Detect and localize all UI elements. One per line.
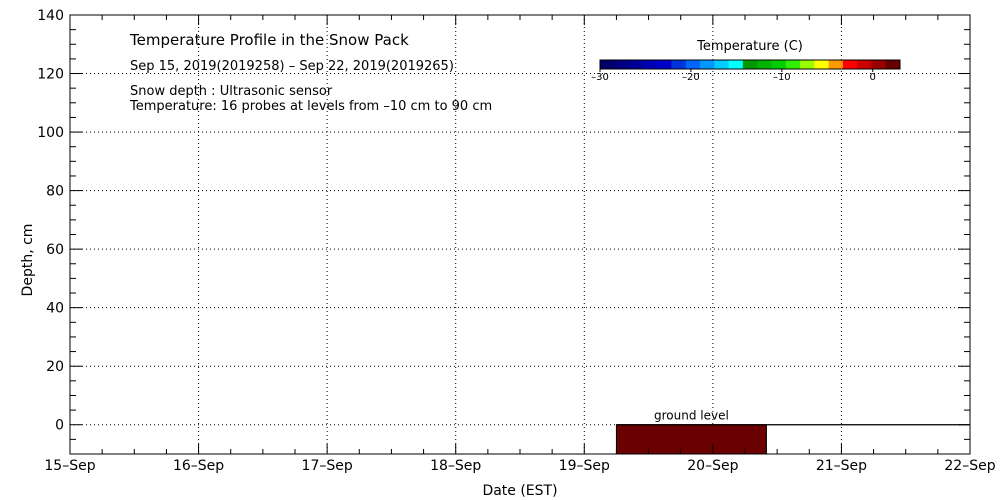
colorbar-swatch [728,60,744,69]
colorbar-swatch [842,60,858,69]
x-tick-label: 15–Sep [44,458,95,474]
y-tick-label: 60 [46,242,64,258]
colorbar: Temperature (C) –30 –20 –10 0 [591,39,901,83]
note-sensor: Snow depth : Ultrasonic sensor [130,84,333,99]
x-tick-label: 16–Sep [173,458,224,474]
colorbar-swatch [614,60,630,69]
y-tick-label: 80 [46,184,64,200]
colorbar-swatch [771,60,787,69]
grid-lines [70,15,970,454]
colorbar-swatch [871,60,887,69]
colorbar-swatch [685,60,701,69]
x-tick-label: 18–Sep [430,458,481,474]
x-tick-label: 20–Sep [687,458,738,474]
x-tick-label: 21–Sep [816,458,867,474]
x-axis-label: Date (EST) [482,483,557,499]
date-range: Sep 15, 2019(2019258) – Sep 22, 2019(201… [130,59,454,74]
chart-title: Temperature Profile in the Snow Pack [129,31,409,49]
temperature-cell [615,424,767,455]
colorbar-swatch [828,60,844,69]
y-axis-label: Depth, cm [20,224,36,297]
colorbar-swatch [757,60,772,69]
ground-level-label: ground level [654,409,729,423]
data-marks: ground level [615,409,970,455]
colorbar-swatch [714,60,730,69]
colorbar-tick-label: 0 [870,72,876,83]
colorbar-swatch [671,60,687,69]
colorbar-swatch [742,60,758,69]
colorbar-swatch [785,60,801,69]
colorbar-swatch [814,60,830,69]
colorbar-swatch [857,60,872,69]
y-tick-label: 20 [46,359,64,375]
colorbar-swatch [600,60,615,69]
colorbar-swatch [628,60,644,69]
colorbar-frame [599,59,901,70]
axis-ticks: 15–Sep 16–Sep 17–Sep 18–Sep 19–Sep 20–Sep 21–S… [37,8,995,474]
x-tick-label: 19–Sep [559,458,610,474]
colorbar-swatch [885,60,901,69]
x-tick-label: 22–Sep [944,458,995,474]
colorbar-title: Temperature (C) [696,39,803,54]
y-tick-label: 100 [37,125,64,141]
y-tick-label: 120 [37,67,64,83]
y-tick-label: 140 [37,8,64,24]
y-tick-label: 40 [46,301,64,317]
x-tick-label: 17–Sep [302,458,353,474]
colorbar-tick-label: –10 [773,72,791,83]
colorbar-swatch [657,60,672,69]
colorbar-swatch [800,60,815,69]
note-probes: Temperature: 16 probes at levels from –1… [129,99,492,114]
colorbar-tick-label: –30 [591,72,609,83]
y-tick-label: 0 [55,418,64,434]
colorbar-swatch [700,60,715,69]
plot-frame [69,14,971,455]
colorbar-swatch [642,60,658,69]
colorbar-tick-label: –20 [682,72,700,83]
